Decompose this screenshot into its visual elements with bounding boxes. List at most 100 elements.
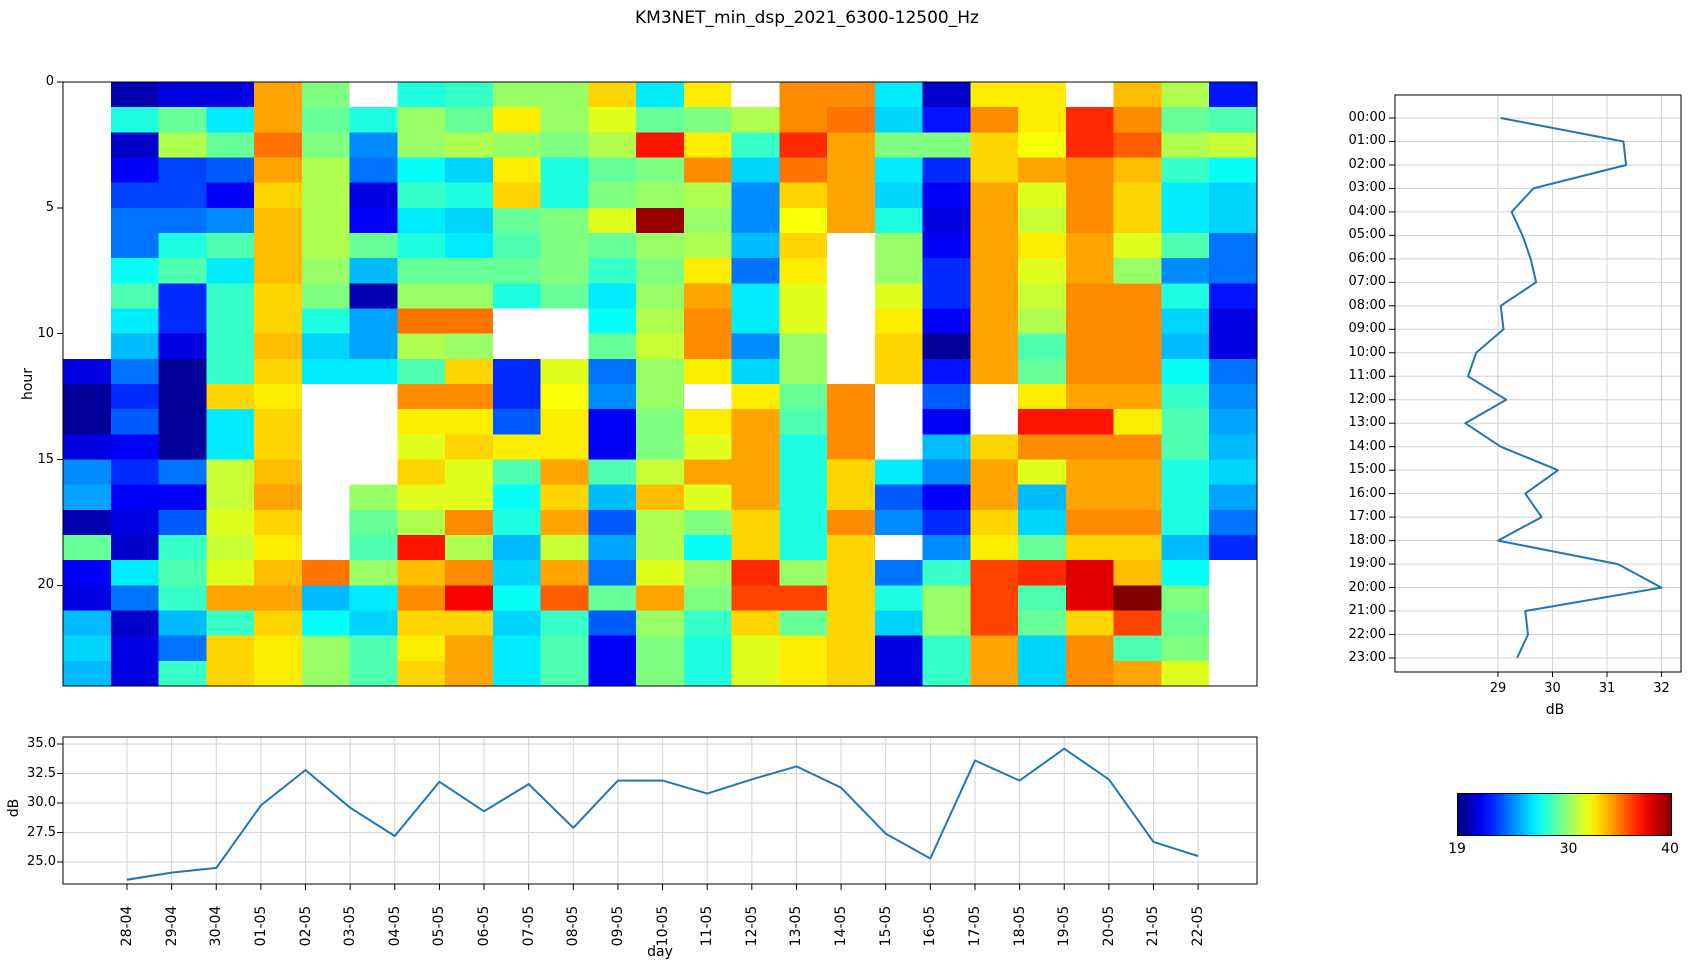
heatmap-cell [301, 258, 351, 284]
heatmap-cell [492, 459, 542, 486]
heatmap-cell [1065, 409, 1115, 435]
heatmap-cell [874, 283, 924, 309]
heatmap-cell [827, 484, 876, 511]
heatmap-cell [731, 585, 780, 611]
heatmap-cell [1161, 409, 1210, 435]
heatmap-cell [63, 434, 112, 460]
heatmap-cell [1209, 610, 1258, 637]
heatmap-cell [397, 182, 446, 209]
hourly-profile-ytick-label: 12:00 [1348, 391, 1386, 407]
heatmap-cell [63, 635, 112, 662]
heatmap-cell [683, 660, 733, 687]
heatmap-cell [349, 635, 398, 662]
heatmap-cell [827, 660, 876, 687]
heatmap-cell [349, 132, 398, 158]
heatmap-cell [1065, 207, 1115, 234]
heatmap-cell [301, 157, 351, 184]
heatmap-cell [827, 409, 876, 435]
heatmap-cell [1018, 585, 1067, 611]
heatmap-cell [1018, 157, 1067, 184]
heatmap-cell [779, 484, 828, 511]
heatmap-cell [1209, 409, 1258, 435]
heatmap-cell [922, 459, 971, 486]
heatmap-ytick-label: 0 [45, 74, 54, 89]
heatmap-cell [206, 358, 255, 385]
heatmap-cell [445, 358, 494, 385]
heatmap-cell [1161, 384, 1210, 410]
heatmap-cell [1209, 82, 1258, 108]
heatmap-cell [254, 233, 303, 259]
heatmap-cell [1209, 560, 1258, 586]
heatmap-cell [779, 358, 828, 385]
heatmap-cell [397, 635, 446, 662]
heatmap-cell [970, 384, 1019, 410]
heatmap-cell [254, 409, 303, 435]
heatmap-cell [206, 384, 255, 410]
heatmap-cell [397, 358, 446, 385]
heatmap-cell [540, 107, 589, 133]
heatmap-cell [1161, 660, 1210, 687]
hourly-profile-ytick-label: 05:00 [1348, 227, 1386, 243]
heatmap-cell [588, 107, 637, 133]
heatmap-cell [349, 610, 398, 637]
heatmap-cell [349, 585, 398, 611]
heatmap-cell [636, 660, 685, 687]
daily-series-xtick-label: 22-05 [1190, 905, 1207, 947]
heatmap-cell [206, 409, 255, 435]
heatmap-cell [1113, 182, 1162, 209]
heatmap-cell [397, 660, 446, 687]
heatmap-cell [683, 484, 733, 511]
heatmap-cell [588, 157, 637, 184]
daily-series-xtick-label: 13-05 [788, 905, 805, 947]
heatmap-cell [779, 308, 828, 335]
heatmap-cell [1209, 434, 1258, 460]
heatmap-cell [1209, 207, 1258, 234]
heatmap-cell [779, 258, 828, 284]
heatmap-cell [349, 434, 398, 460]
heatmap-cell [397, 585, 446, 611]
hourly-profile-ytick-label: 17:00 [1348, 509, 1386, 525]
heatmap-cell [349, 459, 398, 486]
heatmap-cell [397, 409, 446, 435]
heatmap-cell [779, 509, 828, 536]
heatmap-cell [731, 358, 780, 385]
heatmap-cell [1018, 132, 1067, 158]
heatmap-cell [636, 434, 685, 460]
heatmap-cell [1161, 308, 1210, 335]
heatmap-cell [492, 157, 542, 184]
heatmap-cell [492, 610, 542, 637]
heatmap-cell [731, 535, 780, 561]
heatmap-cell [970, 484, 1019, 511]
heatmap-cell [110, 308, 160, 335]
heatmap-cell [1018, 509, 1067, 536]
heatmap-cell [301, 459, 351, 486]
hourly-profile-xtick-label: 32 [1653, 681, 1670, 696]
daily-series-xtick-label: 16-05 [922, 905, 939, 947]
heatmap-cell [110, 233, 160, 259]
heatmap-cell [110, 182, 160, 209]
heatmap-cell [206, 207, 255, 234]
heatmap-cell [683, 283, 733, 309]
heatmap-cell [970, 82, 1019, 108]
heatmap-cell [970, 409, 1019, 435]
heatmap-cell [588, 484, 637, 511]
heatmap-cell [922, 409, 971, 435]
heatmap-cell [636, 560, 685, 586]
hourly-profile-ytick-label: 15:00 [1348, 462, 1386, 478]
heatmap-cell [874, 434, 924, 460]
heatmap-cell [1161, 132, 1210, 158]
heatmap-cell [206, 333, 255, 360]
heatmap-cell [779, 660, 828, 687]
daily-series-ytick-label: 32.5 [27, 765, 56, 781]
heatmap-cell [206, 560, 255, 586]
heatmap-cell [1209, 484, 1258, 511]
heatmap-cell [1113, 157, 1162, 184]
heatmap-cell [158, 283, 207, 309]
heatmap-cell [1113, 635, 1162, 662]
heatmap-cell [397, 384, 446, 410]
heatmap-cell [206, 82, 255, 108]
heatmap-cell [1065, 258, 1115, 284]
heatmap-cell [63, 484, 112, 511]
heatmap-cell [254, 358, 303, 385]
